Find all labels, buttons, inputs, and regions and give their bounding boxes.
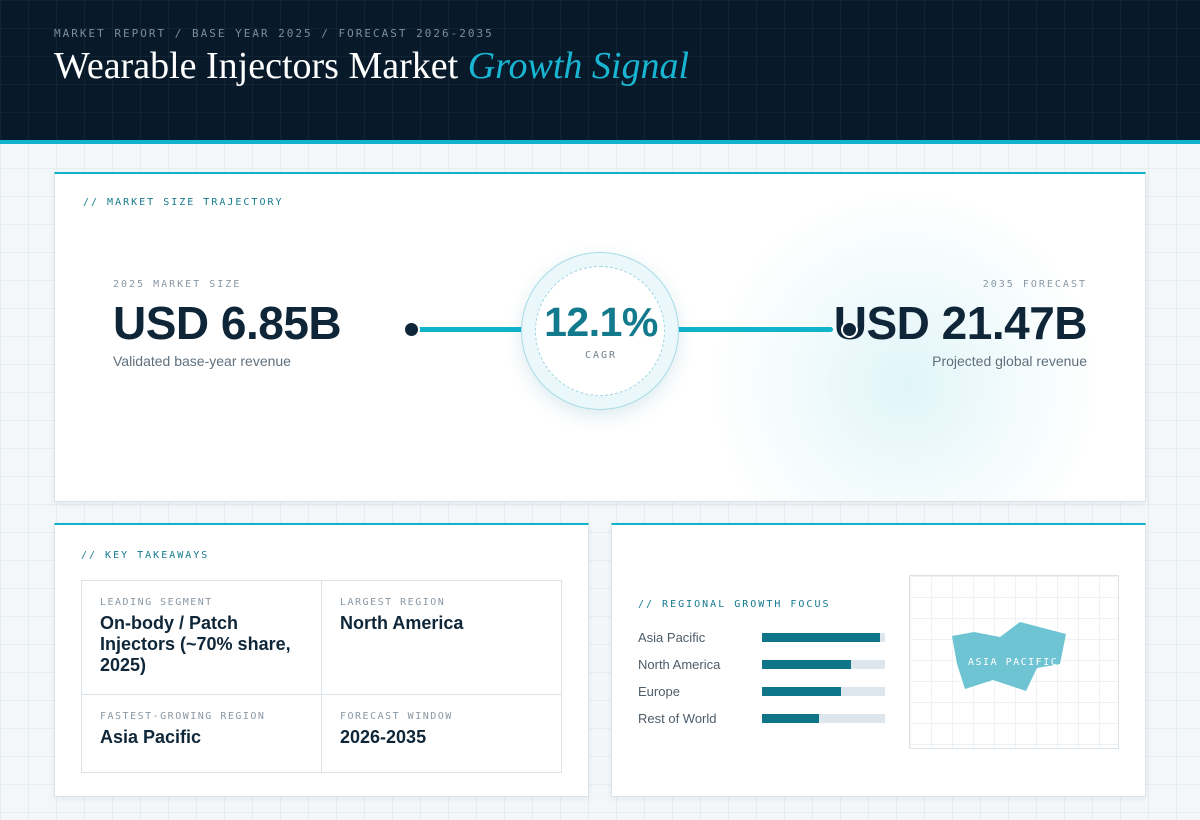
- takeaway-forecast-window: FORECAST WINDOW 2026-2035: [322, 695, 562, 773]
- base-size-caption: Validated base-year revenue: [113, 353, 291, 369]
- cagr-value: 12.1%: [544, 299, 658, 345]
- cagr-badge-inner: 12.1% CAGR: [535, 266, 665, 396]
- trajectory-end-dot: [841, 321, 858, 338]
- takeaway-label: LEADING SEGMENT: [100, 597, 213, 608]
- region-map: ASIA PACIFIC: [909, 575, 1119, 749]
- base-size-label: 2025 MARKET SIZE: [113, 279, 242, 290]
- takeaway-value: 2026-2035: [340, 727, 427, 747]
- report-header: MARKET REPORT / BASE YEAR 2025 / FORECAS…: [0, 0, 1200, 144]
- page-title: Wearable Injectors Market Growth Signal: [54, 44, 689, 88]
- section-label-takeaways: // KEY TAKEAWAYS: [81, 550, 210, 561]
- region-bar-row: Rest of World: [638, 709, 886, 727]
- key-takeaways-card: // KEY TAKEAWAYS LEADING SEGMENT On-body…: [54, 523, 589, 797]
- region-bar-track: [762, 714, 885, 723]
- region-bar-track: [762, 687, 885, 696]
- region-bar-fill: [762, 714, 819, 723]
- page-title-main: Wearable Injectors Market: [54, 45, 459, 87]
- takeaway-value: On-body / Patch Injectors (~70% share, 2…: [100, 613, 291, 675]
- forecast-caption: Projected global revenue: [932, 353, 1087, 369]
- takeaway-fastest-region: FASTEST-GROWING REGION Asia Pacific: [82, 695, 322, 773]
- takeaway-value: North America: [340, 613, 464, 633]
- regional-growth-card: // REGIONAL GROWTH FOCUS Asia Pacific No…: [611, 523, 1146, 797]
- forecast-glow: [695, 194, 1115, 501]
- page-title-accent: Growth Signal: [467, 45, 690, 87]
- asia-pacific-map-icon: [952, 622, 1066, 691]
- asia-pacific-shape: [952, 622, 1066, 691]
- takeaway-largest-region: LARGEST REGION North America: [322, 581, 562, 695]
- section-label-regional: // REGIONAL GROWTH FOCUS: [638, 599, 831, 610]
- trajectory-start-dot: [403, 321, 420, 338]
- region-bar-track: [762, 660, 885, 669]
- base-size-value: USD 6.85B: [113, 297, 342, 349]
- region-bar-fill: [762, 660, 851, 669]
- region-bar-name: Asia Pacific: [638, 630, 706, 645]
- region-bar-row: Asia Pacific: [638, 628, 886, 646]
- cagr-label: CAGR: [584, 350, 618, 361]
- region-bar-fill: [762, 633, 881, 642]
- region-bar-fill: [762, 687, 841, 696]
- region-bar-track: [762, 633, 885, 642]
- cagr-badge: 12.1% CAGR: [521, 252, 679, 410]
- forecast-label: 2035 FORECAST: [982, 279, 1087, 290]
- map-region-label: ASIA PACIFIC: [968, 657, 1059, 668]
- takeaway-label: LARGEST REGION: [340, 597, 446, 608]
- region-bar-row: North America: [638, 655, 886, 673]
- forecast-value: USD 21.47B: [833, 297, 1088, 349]
- takeaway-label: FASTEST-GROWING REGION: [100, 711, 266, 722]
- market-size-card: // MARKET SIZE TRAJECTORY 2025 MARKET SI…: [54, 172, 1146, 502]
- breadcrumb: MARKET REPORT / BASE YEAR 2025 / FORECAS…: [54, 27, 494, 40]
- takeaway-leading-segment: LEADING SEGMENT On-body / Patch Injector…: [82, 581, 322, 695]
- region-bar-row: Europe: [638, 682, 886, 700]
- region-bar-name: Europe: [638, 684, 680, 699]
- section-label-trajectory: // MARKET SIZE TRAJECTORY: [83, 197, 284, 208]
- takeaway-label: FORECAST WINDOW: [340, 711, 453, 722]
- takeaways-grid: LEADING SEGMENT On-body / Patch Injector…: [81, 580, 562, 773]
- region-bar-name: North America: [638, 657, 721, 672]
- region-bar-name: Rest of World: [638, 711, 717, 726]
- takeaway-value: Asia Pacific: [100, 727, 202, 747]
